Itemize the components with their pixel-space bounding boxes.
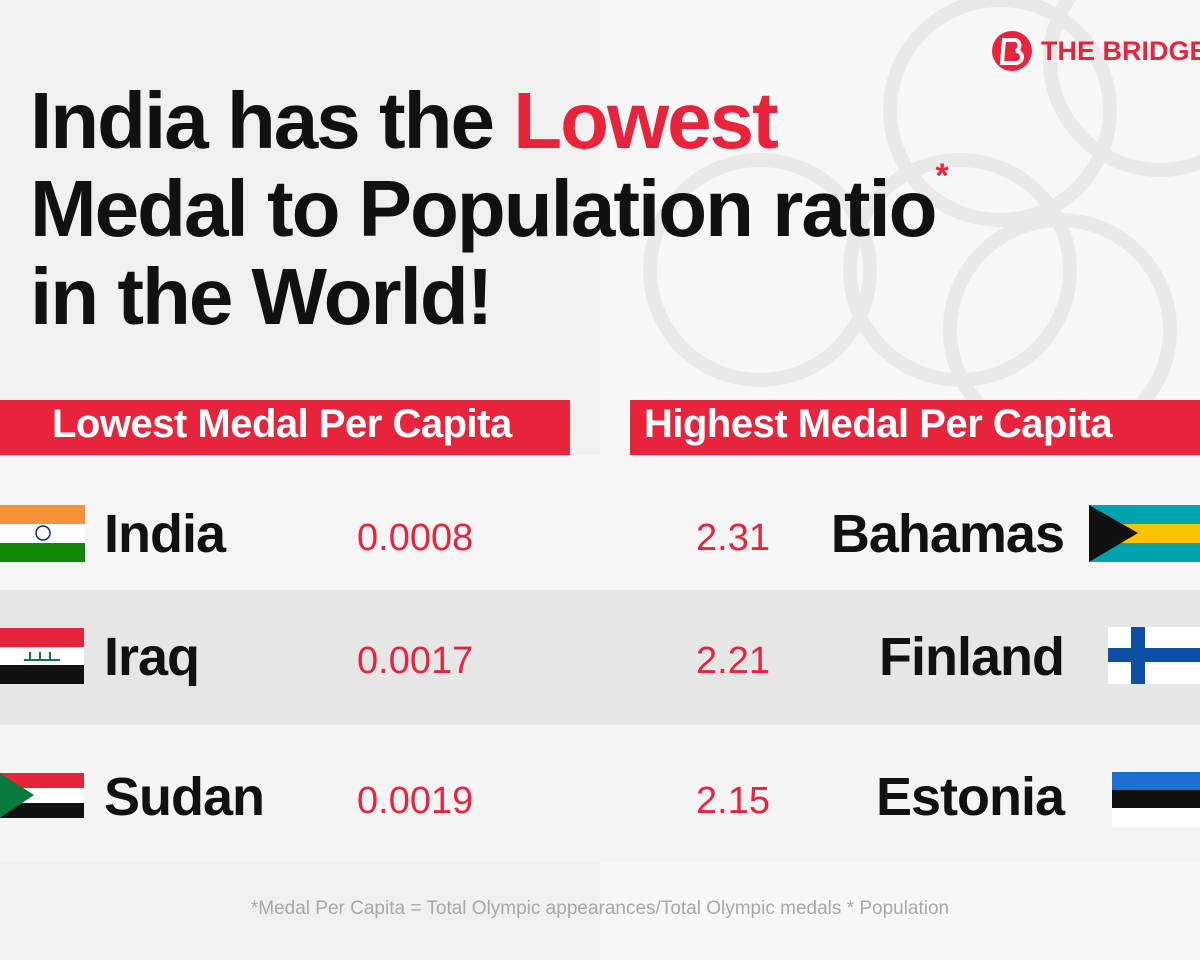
- medal-value: 2.15: [696, 780, 770, 822]
- country-name: Sudan: [104, 767, 265, 827]
- country-name: Estonia: [875, 767, 1065, 827]
- title-highlight: Lowest: [513, 76, 779, 165]
- title-line: Medal to Population ratio*: [30, 157, 949, 255]
- title-line: India has the Lowest: [30, 75, 779, 167]
- medal-value: 0.0019: [357, 780, 474, 822]
- country-name: Bahamas: [830, 504, 1065, 564]
- footnote: *Medal Per Capita = Total Olympic appear…: [250, 898, 950, 919]
- medal-value: 2.21: [696, 640, 770, 682]
- flag-sudan: [0, 773, 84, 818]
- title-text: Medal to Population ratio: [30, 164, 938, 253]
- column-header: Highest Medal Per Capita: [644, 402, 1113, 446]
- country-name: Finland: [879, 627, 1065, 687]
- medal-value: 0.0008: [357, 517, 474, 559]
- column-header: Lowest Medal Per Capita: [52, 402, 512, 446]
- asterisk: *: [935, 157, 949, 195]
- title-text: India has the: [30, 76, 514, 165]
- flag-estonia: [1112, 772, 1200, 827]
- flag-finland: [1108, 627, 1200, 684]
- flag-bahamas: [1089, 505, 1200, 562]
- country-name: Iraq: [104, 627, 200, 687]
- brand: THE BRIDGE: [1041, 36, 1200, 66]
- flag-india: [0, 505, 85, 562]
- medal-value: 2.31: [696, 517, 770, 559]
- country-name: India: [104, 504, 226, 564]
- header-bar: [0, 400, 570, 455]
- title-line: in the World!: [30, 252, 493, 341]
- flag-iraq: [0, 628, 84, 684]
- header-bar: [630, 400, 1200, 455]
- medal-value: 0.0017: [357, 640, 474, 682]
